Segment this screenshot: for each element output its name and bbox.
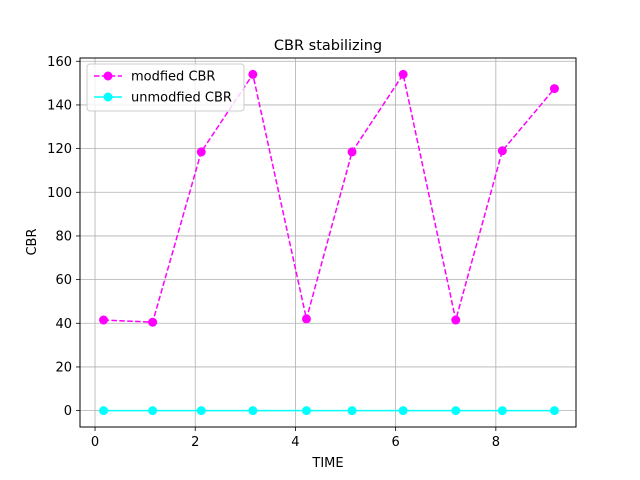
y-axis-label: CBR	[25, 228, 40, 255]
y-tick-label: 0	[64, 404, 72, 419]
data-point	[99, 406, 109, 416]
legend-label: unmodfied CBR	[131, 91, 232, 106]
data-point	[148, 317, 158, 327]
data-point	[347, 406, 357, 416]
x-axis-label: TIME	[311, 456, 343, 471]
y-tick-label: 80	[55, 229, 72, 244]
data-point	[549, 406, 559, 416]
legend-box	[86, 63, 245, 112]
data-point	[398, 69, 408, 79]
grid-lines	[80, 58, 576, 427]
series-line	[103, 72, 556, 323]
data-point	[398, 406, 408, 416]
x-tick-label: 0	[91, 435, 99, 450]
data-point	[301, 314, 311, 324]
legend-entry: modfied CBR	[94, 70, 215, 85]
data-point	[148, 406, 158, 416]
data-point	[196, 147, 206, 157]
x-tick-label: 6	[391, 435, 399, 450]
y-tick-label: 20	[55, 360, 72, 375]
series-unmodfied-cbr	[99, 406, 559, 416]
series-modfied-cbr	[99, 69, 559, 327]
y-tick-label: 40	[55, 317, 72, 332]
legend: modfied CBR unmodfied CBR	[86, 63, 245, 112]
data-point	[301, 406, 311, 416]
data-point	[451, 315, 461, 325]
x-tick-label: 4	[291, 435, 299, 450]
legend-marker-swatch	[103, 92, 113, 102]
y-tick-label: 100	[47, 186, 72, 201]
data-point	[99, 315, 109, 325]
y-tick-label: 60	[55, 273, 72, 288]
data-point	[549, 84, 559, 94]
series-lines	[99, 69, 559, 416]
x-tick-label: 2	[191, 435, 199, 450]
legend-label: modfied CBR	[131, 70, 215, 85]
data-point	[497, 406, 507, 416]
y-tick-label: 160	[47, 55, 72, 70]
y-tick-label: 140	[47, 98, 72, 113]
data-point	[248, 406, 258, 416]
legend-marker-swatch	[103, 71, 113, 81]
legend-entry: unmodfied CBR	[94, 91, 232, 106]
plot-frame	[79, 57, 577, 428]
data-point	[347, 147, 357, 157]
data-point	[451, 406, 461, 416]
data-point	[497, 146, 507, 156]
chart-title: CBR stabilizing	[274, 38, 382, 54]
x-tick-label: 8	[492, 435, 500, 450]
y-tick-label: 120	[47, 142, 72, 157]
data-point	[196, 406, 206, 416]
data-point	[248, 69, 258, 79]
